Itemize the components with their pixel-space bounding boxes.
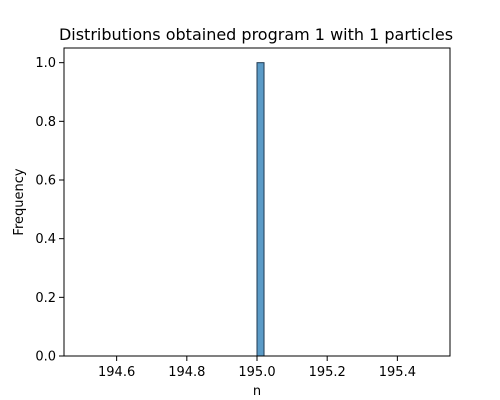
y-tick-label: 0.2 [35,291,56,306]
x-axis: 194.6 194.8 195.0 195.2 195.4 [98,356,416,380]
y-tick-label: 0.8 [35,115,56,130]
histogram-bar-0 [256,62,265,357]
x-tick-label: 194.6 [98,365,135,380]
x-tick-label: 195.0 [238,365,275,380]
y-tick-label: 1.0 [35,56,56,71]
y-tick-label: 0.6 [35,174,56,189]
chart-title: Distributions obtained program 1 with 1 … [59,25,453,44]
y-tick-label: 0.0 [35,350,56,365]
x-tick-label: 194.8 [168,365,205,380]
y-axis: 0.0 0.2 0.4 0.6 0.8 1.0 [35,56,64,365]
x-axis-label: n [253,384,261,399]
x-tick-label: 195.2 [309,365,346,380]
bars-layer [256,62,265,357]
y-axis-label: Frequency [12,168,27,235]
x-tick-label: 195.4 [379,365,416,380]
y-tick-label: 0.4 [35,232,56,247]
